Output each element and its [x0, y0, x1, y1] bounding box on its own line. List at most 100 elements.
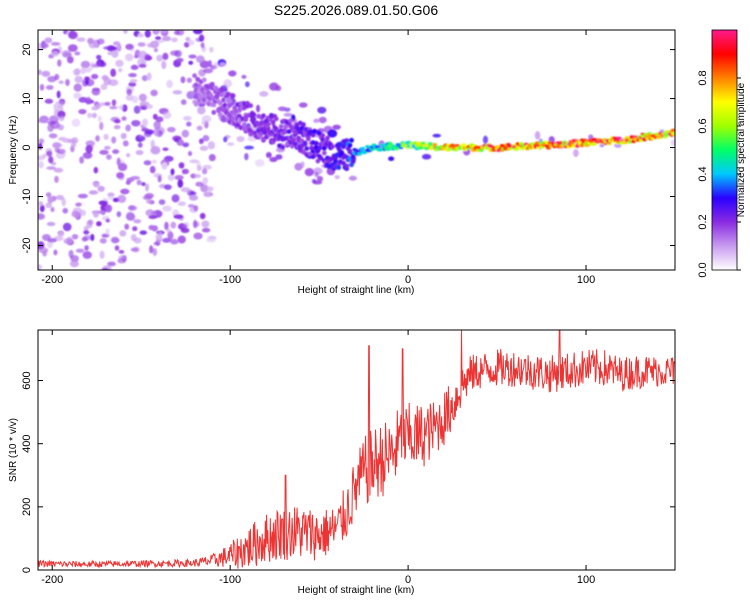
spectrogram-cell [45, 192, 52, 198]
spectrogram-cell [48, 133, 58, 139]
spectrogram-cell [47, 75, 57, 83]
spectrogram-cell [534, 131, 541, 140]
spectrogram-cell [144, 53, 151, 59]
spectrogram-cell [173, 30, 180, 35]
spectrogram-cell [180, 76, 186, 84]
spectrogram-cell [201, 120, 206, 125]
spectrogram-ridge-cell [283, 124, 289, 130]
spectrogram-cell [181, 129, 190, 138]
spectrogram-ridge-cell [243, 117, 249, 122]
spectrogram-cell [51, 41, 61, 46]
colorbar-strip [711, 29, 738, 271]
spectrogram-cell [300, 161, 305, 169]
spectrogram-cell [58, 80, 64, 85]
spectrogram-x-ticks: -200 -100 0 100 [41, 30, 595, 286]
spectrogram-cell [150, 210, 157, 215]
spectrogram-cell [117, 194, 127, 203]
spectrogram-cell [150, 145, 161, 155]
spectrogram-ridge-cell [219, 86, 225, 92]
spectrogram-cell [161, 162, 168, 170]
spectrogram-cell [53, 103, 58, 110]
spectrogram-cell [126, 88, 133, 96]
spectrogram-cell [241, 74, 247, 79]
spectrogram-ridge-cell [286, 129, 292, 134]
spectrogram-cell [73, 92, 82, 99]
spectrogram-ridge-cell [360, 146, 366, 151]
spectrogram-cell [599, 143, 605, 148]
spectrogram-cell [125, 43, 134, 50]
spectrogram-cell [192, 219, 198, 229]
spectrogram-cell [107, 192, 115, 197]
spectrogram-ridge-cell [317, 145, 322, 151]
spectrogram-cell [62, 207, 69, 214]
spectrogram-cell [114, 245, 120, 251]
spectrogram-cell [161, 60, 167, 70]
spectrogram-cell [193, 232, 203, 240]
spectrogram-ridge-cell [336, 165, 342, 170]
spectrogram-cell [80, 67, 86, 75]
spectrogram-ridge-cell [349, 137, 354, 143]
snr-y-label: SNR (10 * v/v) [8, 418, 19, 482]
spectrogram-ridge-cell [546, 146, 551, 150]
spectrogram-cell [573, 149, 579, 158]
spectrogram-cell [38, 142, 43, 150]
spectrogram-cell [138, 93, 147, 102]
snr-y-ticks: 0 200 400 600 [21, 371, 675, 573]
spectrogram-cell [155, 36, 162, 41]
spectrogram-cell [51, 51, 59, 57]
spectrogram-cell [38, 119, 43, 123]
spectrogram-cell [71, 234, 79, 240]
spectrogram-ridge-cell [217, 100, 223, 106]
spectrogram-cell [137, 42, 146, 47]
spectrogram-cell [182, 168, 190, 175]
spectrogram-cell [141, 118, 149, 127]
spectrogram-cell [97, 38, 105, 45]
spectrogram-cell [180, 224, 188, 229]
spectrogram-cell [77, 193, 88, 199]
spectrogram-cell [141, 182, 146, 187]
spectrogram-cell [259, 90, 269, 97]
spectrogram-y-tick-label: -20 [21, 238, 33, 254]
spectrogram-cell [255, 104, 261, 113]
spectrogram-cell [149, 165, 156, 174]
spectrogram-cell [67, 44, 78, 52]
spectrogram-cell [327, 129, 338, 138]
spectrogram-cell [318, 116, 327, 124]
spectrogram-cell [125, 180, 131, 185]
spectrogram-cell [113, 124, 121, 130]
spectrogram-cell [195, 181, 204, 187]
spectrogram-cell [70, 145, 75, 153]
spectrogram-cell [103, 145, 111, 150]
spectrogram-ridge-cell [251, 112, 257, 118]
spectrogram-cell [138, 136, 146, 142]
spectrogram-cell [162, 205, 172, 212]
spectrogram-cell [173, 137, 180, 143]
spectrogram-cell [188, 60, 194, 65]
colorbar-label: Normalized spectral amplitude [736, 82, 747, 217]
spectrogram-cell [119, 230, 127, 237]
spectrogram-cell [128, 205, 135, 210]
spectrogram-cell [79, 156, 84, 164]
spectrogram-cell [283, 112, 294, 117]
spectrogram-cell [201, 227, 211, 233]
spectrogram-cell [206, 186, 214, 192]
spectrogram-cell [118, 68, 123, 73]
spectrogram-cell [116, 43, 122, 52]
spectrogram-cell [57, 110, 66, 119]
snr-x-tick-label: 0 [405, 574, 411, 586]
spectrogram-cell [137, 50, 148, 59]
spectrogram-ridge-cell [227, 98, 233, 104]
spectrogram-cell [66, 56, 74, 64]
spectrogram-cell [206, 237, 217, 243]
spectrogram-cell [50, 207, 55, 213]
spectrogram-cell [125, 53, 134, 62]
spectrogram-ridge-cell [350, 158, 356, 164]
spectrogram-cell [85, 96, 92, 105]
spectrogram-cell [157, 231, 163, 238]
spectrogram-cell [99, 237, 107, 244]
spectrogram-cell [177, 201, 187, 207]
spectrogram-cell [193, 174, 201, 178]
spectrogram-cell [162, 35, 172, 42]
spectrogram-ridge-cell [288, 118, 294, 124]
